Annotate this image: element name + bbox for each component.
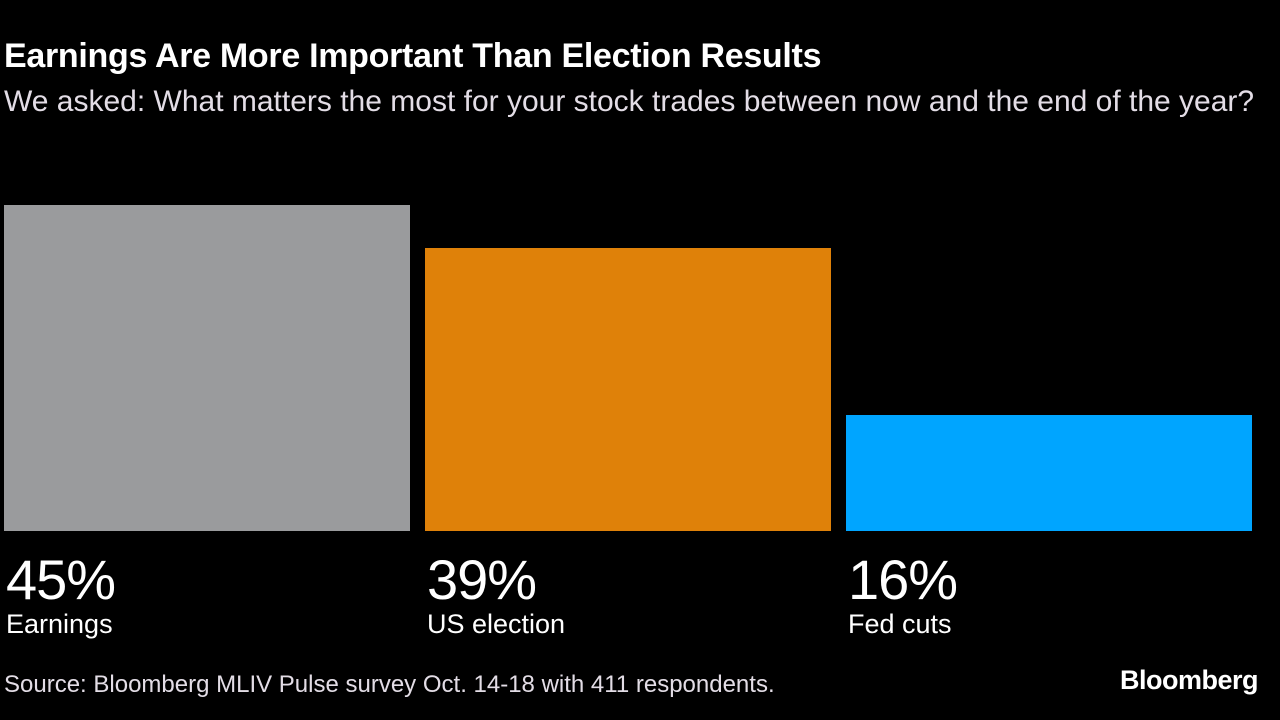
category-label: Fed cuts — [848, 609, 952, 639]
chart-title: Earnings Are More Important Than Electio… — [4, 37, 822, 75]
value-label: 16% — [848, 548, 958, 611]
value-label: 39% — [427, 548, 537, 611]
chart-subtitle: We asked: What matters the most for your… — [4, 85, 1255, 118]
value-label: 45% — [6, 548, 116, 611]
category-label: US election — [427, 609, 566, 639]
bloomberg-logo: Bloomberg — [1119, 665, 1259, 695]
bar-earnings — [4, 205, 410, 531]
bar-fed-cuts — [846, 415, 1252, 531]
bar-us-election — [425, 248, 831, 531]
source-note: Source: Bloomberg MLIV Pulse survey Oct.… — [4, 671, 775, 698]
category-label: Earnings — [6, 609, 113, 639]
